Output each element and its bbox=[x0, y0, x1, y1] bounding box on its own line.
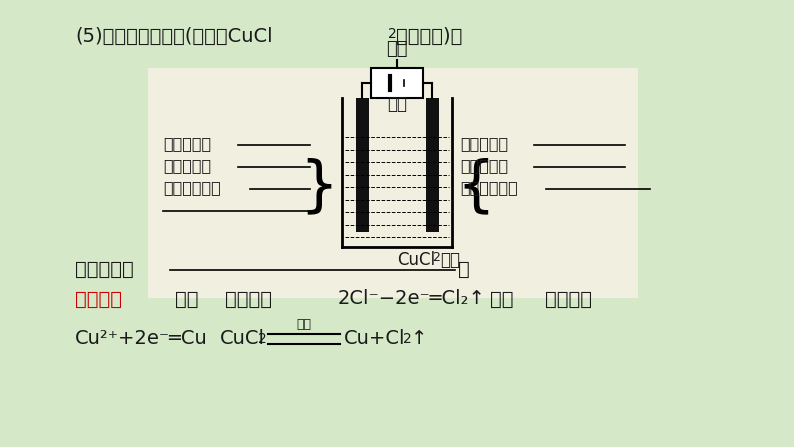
Text: 反应类型：: 反应类型： bbox=[163, 159, 211, 173]
Text: 【答案】: 【答案】 bbox=[75, 290, 122, 308]
Text: Cu+Cl: Cu+Cl bbox=[344, 329, 406, 349]
Text: 电极名称：: 电极名称： bbox=[460, 136, 508, 152]
Text: ↑: ↑ bbox=[411, 329, 427, 349]
Text: 电极名称：: 电极名称： bbox=[163, 136, 211, 152]
Text: 2: 2 bbox=[432, 251, 440, 264]
Text: 溶液: 溶液 bbox=[440, 251, 460, 269]
Text: 电极反应式：: 电极反应式： bbox=[460, 181, 518, 195]
Bar bbox=[371, 68, 423, 98]
Text: Cu²⁺+2e⁻═Cu: Cu²⁺+2e⁻═Cu bbox=[75, 329, 208, 349]
Text: 溶液为例)：: 溶液为例)： bbox=[396, 27, 462, 46]
Text: 反应类型：: 反应类型： bbox=[460, 159, 508, 173]
Text: 氧化反应: 氧化反应 bbox=[225, 290, 272, 308]
Text: 还原反应: 还原反应 bbox=[545, 290, 592, 308]
Text: {: { bbox=[456, 157, 495, 216]
Text: (5)电解池工作原理(以电解CuCl: (5)电解池工作原理(以电解CuCl bbox=[75, 27, 272, 46]
Text: 2: 2 bbox=[258, 332, 267, 346]
Text: 2: 2 bbox=[388, 27, 397, 41]
Text: 总反应式：: 总反应式： bbox=[75, 260, 133, 278]
Text: 石墨: 石墨 bbox=[387, 95, 407, 113]
Text: 电极反应式：: 电极反应式： bbox=[163, 181, 221, 195]
Text: 通电: 通电 bbox=[296, 318, 311, 331]
Text: 电源: 电源 bbox=[386, 40, 408, 58]
Text: CuCl: CuCl bbox=[220, 329, 265, 349]
Text: 阴极: 阴极 bbox=[490, 290, 514, 308]
Text: }: } bbox=[299, 157, 338, 216]
Bar bbox=[426, 98, 438, 232]
Text: 阳极: 阳极 bbox=[175, 290, 198, 308]
Text: 2Cl⁻−2e⁻═Cl₂↑: 2Cl⁻−2e⁻═Cl₂↑ bbox=[338, 290, 486, 308]
Text: 。: 。 bbox=[458, 260, 470, 278]
Text: CuCl: CuCl bbox=[397, 251, 435, 269]
Bar bbox=[356, 98, 368, 232]
Bar bbox=[148, 68, 638, 298]
Text: 2: 2 bbox=[403, 332, 412, 346]
